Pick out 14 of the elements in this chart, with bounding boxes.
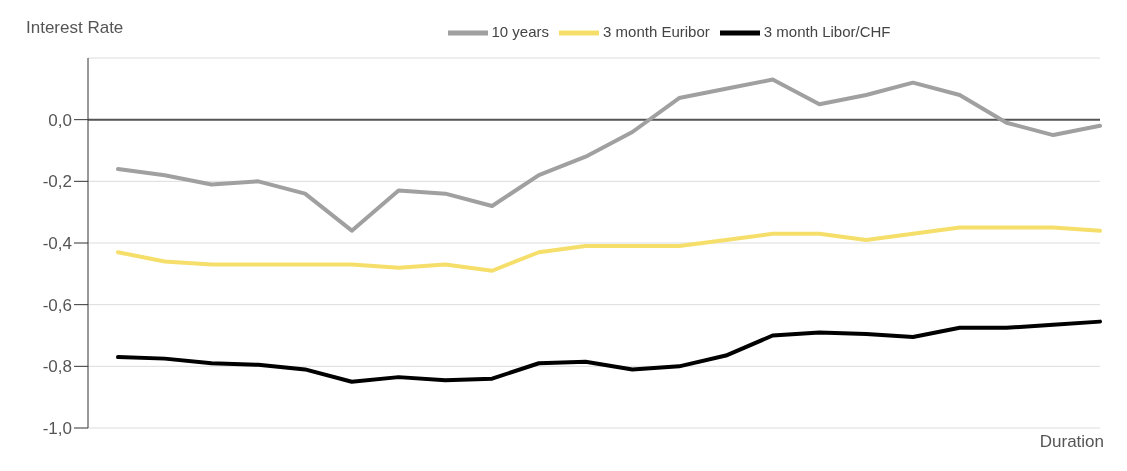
y-tick-label: -0,6 [42, 295, 72, 315]
y-tick-label: -0,2 [42, 172, 72, 192]
y-tick-label: -0,4 [42, 234, 72, 254]
line-series [116, 319, 1102, 384]
y-tick-label: 0,0 [48, 110, 72, 130]
legend-label: 3 month Libor/CHF [763, 22, 891, 40]
line-series [116, 77, 1102, 233]
y-axis-title: Interest Rate [26, 18, 124, 38]
y-tick-label: -0,8 [42, 357, 72, 377]
x-axis-title: Duration [1039, 432, 1104, 452]
legend-label: 3 month Euribor [603, 22, 710, 40]
line-series [116, 225, 1102, 273]
y-tick-label: -1,0 [42, 419, 72, 439]
legend-label: 10 years [491, 22, 550, 40]
